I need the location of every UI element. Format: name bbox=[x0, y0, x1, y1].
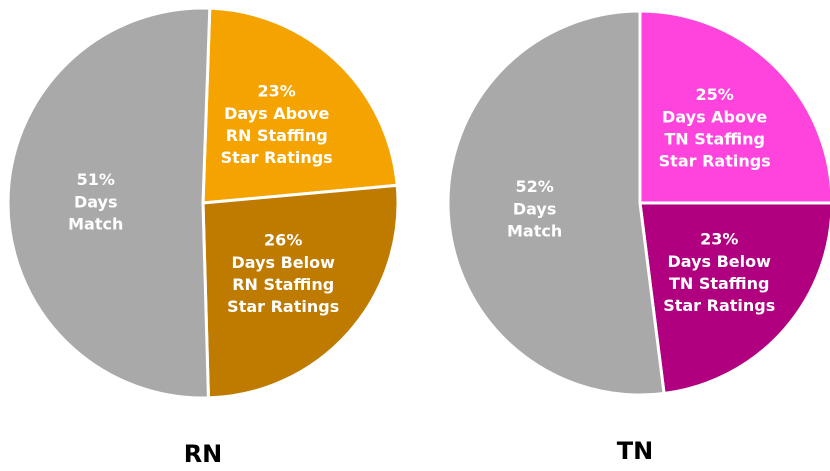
slice-category-label: Days Above TN Staffing Star Ratings bbox=[659, 107, 771, 170]
slice-category-label: Days Below TN Staffing Star Ratings bbox=[663, 251, 775, 314]
pie-slice bbox=[201, 183, 400, 400]
slice-value-label: 23% bbox=[258, 82, 296, 101]
slice-category-label: Days Below RN Staffing Star Ratings bbox=[227, 253, 339, 316]
pie-slice bbox=[638, 201, 830, 396]
pie-slice bbox=[638, 9, 830, 205]
pie-slice bbox=[446, 9, 666, 397]
pie-title: TN bbox=[617, 437, 653, 465]
slice-value-label: 51% bbox=[77, 170, 115, 189]
pie-slice bbox=[6, 6, 212, 400]
slice-category-label: Days Match bbox=[68, 192, 123, 233]
pie-slice bbox=[201, 6, 399, 205]
slice-category-label: Days Match bbox=[507, 199, 562, 240]
slice-value-label: 52% bbox=[515, 177, 553, 196]
slice-value-label: 26% bbox=[264, 231, 302, 250]
slice-value-label: 25% bbox=[696, 85, 734, 104]
slice-category-label: Days Above RN Staffing Star Ratings bbox=[221, 104, 333, 167]
slice-value-label: 23% bbox=[700, 229, 738, 248]
pie-title: RN bbox=[184, 440, 223, 468]
